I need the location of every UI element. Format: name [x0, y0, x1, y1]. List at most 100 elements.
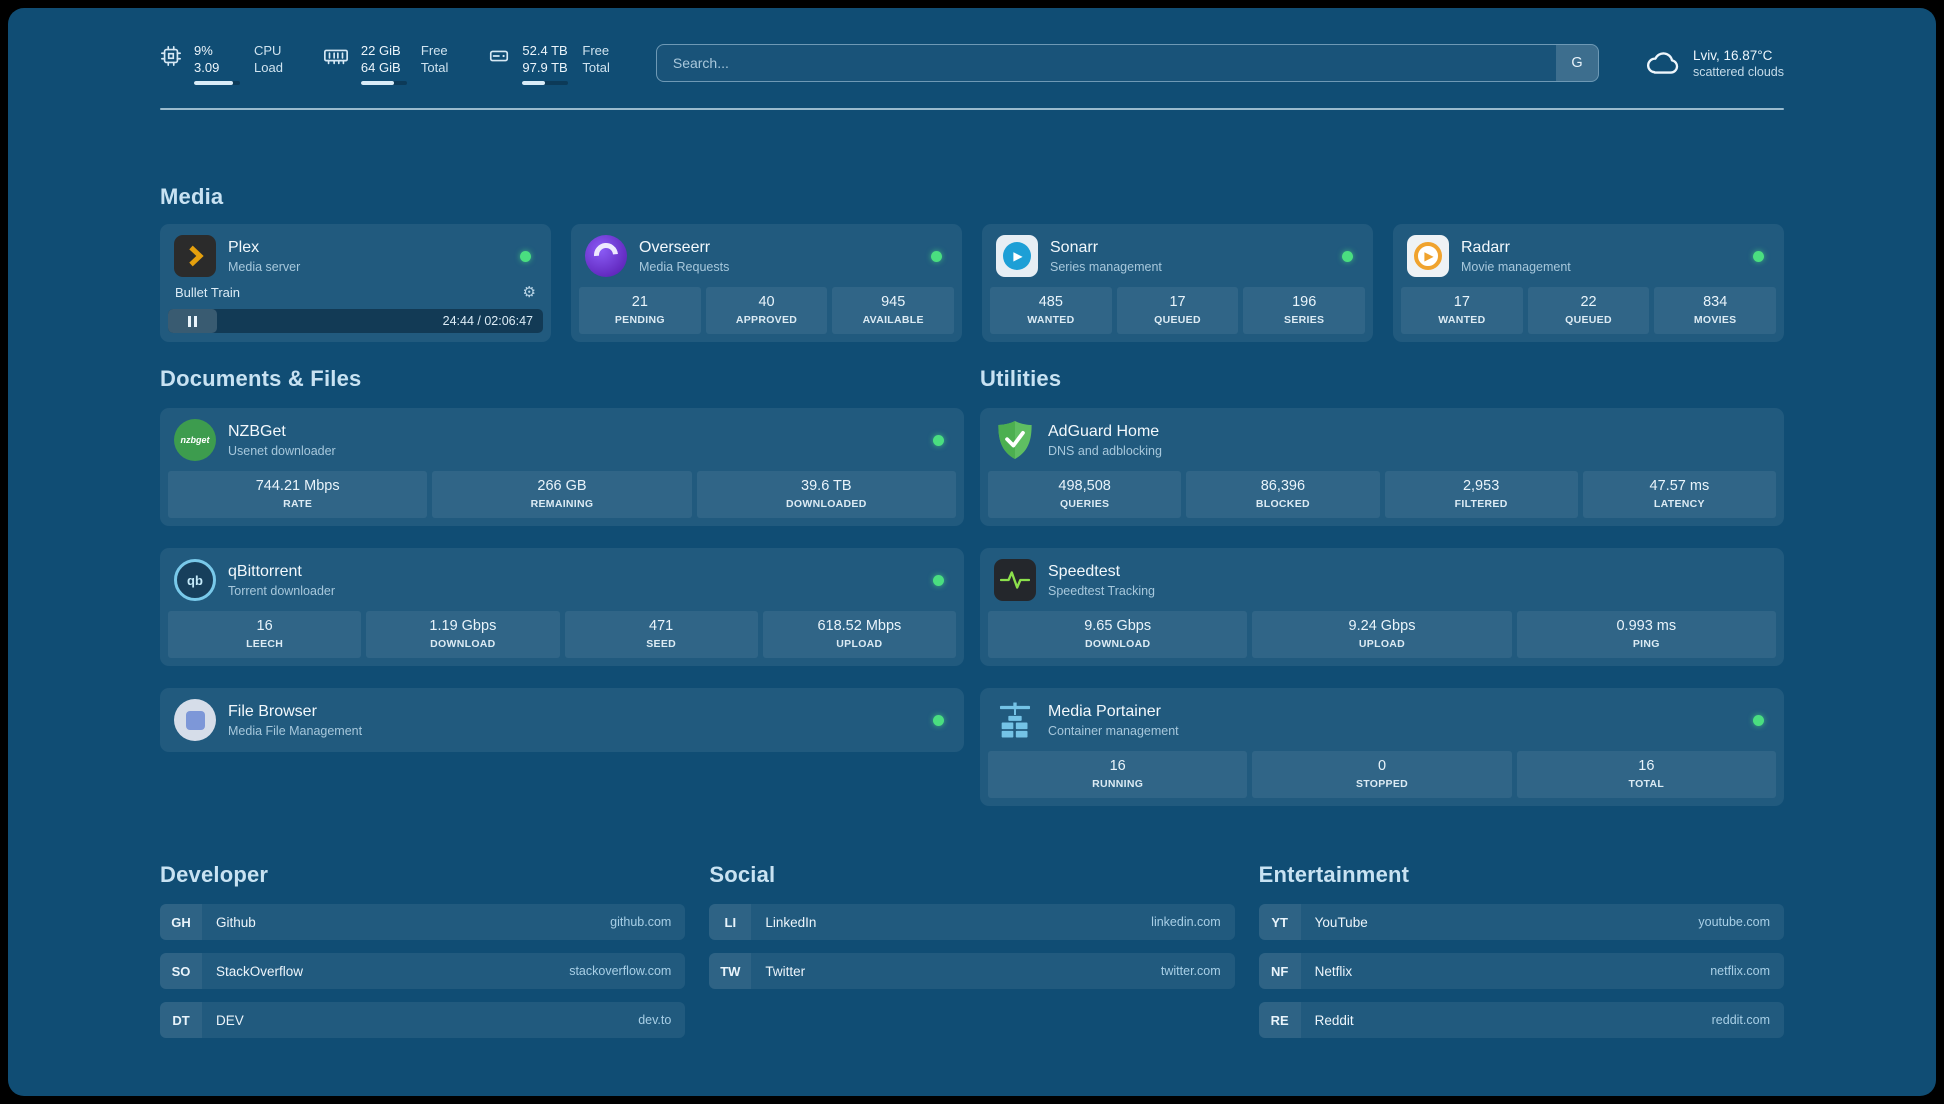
- memory-free-value: 22 GiB: [360, 42, 401, 58]
- status-dot: [933, 574, 944, 586]
- disk-total-value: 97.9 TB: [522, 59, 568, 75]
- stat-approved: 40 APPROVED: [705, 287, 828, 334]
- bookmark-abbr: NF: [1258, 953, 1301, 989]
- disk-icon: [488, 45, 510, 67]
- stat-blocked: 86,396 BLOCKED: [1186, 471, 1380, 518]
- service-card-nzbget[interactable]: nzbget NZBGet Usenet downloader 744.21 M…: [160, 408, 964, 526]
- search-provider-button[interactable]: G: [1555, 45, 1598, 81]
- service-name: NZBGet: [228, 422, 286, 440]
- bookmark-name: Netflix: [1314, 963, 1353, 979]
- service-name: Radarr: [1461, 238, 1510, 256]
- portainer-icon: [994, 699, 1036, 741]
- service-card-sonarr[interactable]: ▶ Sonarr Series management 485 WANTED: [982, 224, 1373, 342]
- bookmark-netflix[interactable]: NF Netflix netflix.com: [1258, 953, 1784, 989]
- bookmark-name: Reddit: [1314, 1012, 1354, 1028]
- section-utilities: Utilities: [980, 366, 1784, 806]
- stat-total: 16 TOTAL: [1516, 751, 1776, 798]
- dashboard-page: 9% 3.09 CPU Load: [8, 8, 1936, 1096]
- bookmark-stackoverflow[interactable]: SO StackOverflow stackoverflow.com: [160, 953, 686, 989]
- service-card-radarr[interactable]: ▶ Radarr Movie management 17 WANTED: [1393, 224, 1784, 342]
- bookmark-name: Github: [216, 914, 256, 930]
- section-title-media: Media: [160, 184, 224, 209]
- bookmark-dev[interactable]: DT DEV dev.to: [160, 1002, 686, 1038]
- section-title-social: Social: [709, 862, 776, 887]
- bookmark-abbr: RE: [1258, 1002, 1301, 1038]
- service-card-plex[interactable]: Plex Media server Bullet Train ⚙ 24:44: [160, 224, 551, 342]
- bookmark-twitter[interactable]: TW Twitter twitter.com: [709, 953, 1235, 989]
- service-subtitle: Media File Management: [228, 723, 363, 738]
- service-subtitle: Speedtest Tracking: [1048, 583, 1156, 598]
- search-bar: G: [655, 44, 1599, 82]
- section-title-documents: Documents & Files: [160, 366, 362, 391]
- radarr-icon: ▶: [1407, 235, 1449, 277]
- bookmark-name: LinkedIn: [765, 914, 817, 930]
- plex-progress-bar: 24:44 / 02:06:47: [168, 309, 543, 333]
- memory-widget: 22 GiB 64 GiB Free Total: [323, 42, 448, 85]
- bookmark-reddit[interactable]: RE Reddit reddit.com: [1258, 1002, 1784, 1038]
- stat-rate: 744.21 Mbps RATE: [168, 471, 428, 518]
- playback-time: 24:44 / 02:06:47: [442, 314, 533, 328]
- memory-progress-bar: [360, 80, 407, 85]
- section-title-developer: Developer: [160, 862, 269, 887]
- stat-pending: 21 PENDING: [579, 287, 701, 334]
- section-documents: Documents & Files nzbget NZBGet Usenet d…: [160, 366, 964, 806]
- bookmark-abbr: YT: [1258, 904, 1301, 940]
- stat-filtered: 2,953 FILTERED: [1384, 471, 1578, 518]
- service-name: AdGuard Home: [1048, 422, 1160, 440]
- service-subtitle: Container management: [1048, 723, 1179, 738]
- weather-location: Lviv, 16.87°C: [1692, 47, 1773, 63]
- bookmark-group-entertainment: Entertainment YT YouTube youtube.com NF …: [1258, 862, 1784, 1038]
- service-card-adguard[interactable]: AdGuard Home DNS and adblocking 498,508 …: [980, 408, 1784, 526]
- service-name: Overseerr: [639, 238, 711, 256]
- service-card-speedtest[interactable]: Speedtest Speedtest Tracking 9.65 Gbps D…: [980, 548, 1784, 666]
- service-card-qbittorrent[interactable]: qb qBittorrent Torrent downloader 16 LEE…: [160, 548, 964, 666]
- cpu-load-value: 3.09: [194, 59, 220, 75]
- now-playing-title: Bullet Train: [175, 284, 241, 300]
- service-card-filebrowser[interactable]: File Browser Media File Management: [160, 688, 964, 752]
- stat-series: 196 SERIES: [1243, 287, 1366, 334]
- service-subtitle: Media Requests: [639, 259, 730, 274]
- weather-condition: scattered clouds: [1692, 64, 1784, 79]
- bookmark-abbr: SO: [160, 953, 202, 989]
- gear-icon[interactable]: ⚙: [522, 284, 536, 301]
- service-name: Sonarr: [1050, 238, 1099, 256]
- stat-wanted: 485 WANTED: [990, 287, 1112, 334]
- disk-widget: 52.4 TB 97.9 TB Free Total: [488, 42, 610, 85]
- resource-widgets: 9% 3.09 CPU Load: [160, 42, 610, 85]
- service-subtitle: Movie management: [1461, 259, 1571, 274]
- disk-progress-bar: [522, 80, 569, 85]
- bookmark-linkedin[interactable]: LI LinkedIn linkedin.com: [709, 904, 1235, 940]
- disk-free-value: 52.4 TB: [522, 42, 568, 58]
- bookmark-youtube[interactable]: YT YouTube youtube.com: [1258, 904, 1784, 940]
- bookmark-url: github.com: [610, 915, 672, 929]
- pause-icon[interactable]: [187, 315, 191, 327]
- stat-upload: 9.24 Gbps UPLOAD: [1252, 611, 1512, 658]
- service-card-overseerr[interactable]: Overseerr Media Requests 21 PENDING 40 A…: [571, 224, 962, 342]
- service-card-portainer[interactable]: Media Portainer Container management 16 …: [980, 688, 1784, 806]
- bookmark-name: DEV: [216, 1012, 244, 1028]
- bookmark-url: linkedin.com: [1151, 915, 1221, 929]
- bookmark-name: Twitter: [765, 963, 806, 979]
- status-dot: [1342, 250, 1353, 262]
- bookmark-url: netflix.com: [1710, 964, 1770, 978]
- bookmark-github[interactable]: GH Github github.com: [160, 904, 686, 940]
- bookmark-abbr: LI: [709, 904, 752, 940]
- status-dot: [931, 250, 942, 262]
- cloud-icon: [1645, 49, 1681, 77]
- stat-wanted: 17 WANTED: [1401, 287, 1523, 334]
- stat-download: 9.65 Gbps DOWNLOAD: [988, 611, 1248, 658]
- topbar-divider: [160, 108, 1784, 110]
- bookmark-url: youtube.com: [1698, 915, 1770, 929]
- bookmark-url: twitter.com: [1160, 964, 1221, 978]
- memory-free-label: Free: [420, 42, 448, 58]
- status-dot: [1753, 250, 1764, 262]
- bookmark-url: dev.to: [638, 1013, 672, 1027]
- status-dot: [520, 250, 531, 262]
- nzbget-icon: nzbget: [174, 419, 216, 461]
- bookmark-name: YouTube: [1314, 914, 1368, 930]
- weather-widget[interactable]: Lviv, 16.87°C scattered clouds: [1645, 48, 1784, 79]
- stat-queries: 498,508 QUERIES: [988, 471, 1182, 518]
- bookmark-group-social: Social LI LinkedIn linkedin.com TW Twitt…: [709, 862, 1235, 1038]
- search-input[interactable]: [656, 45, 1556, 81]
- stat-queued: 22 QUEUED: [1527, 287, 1650, 334]
